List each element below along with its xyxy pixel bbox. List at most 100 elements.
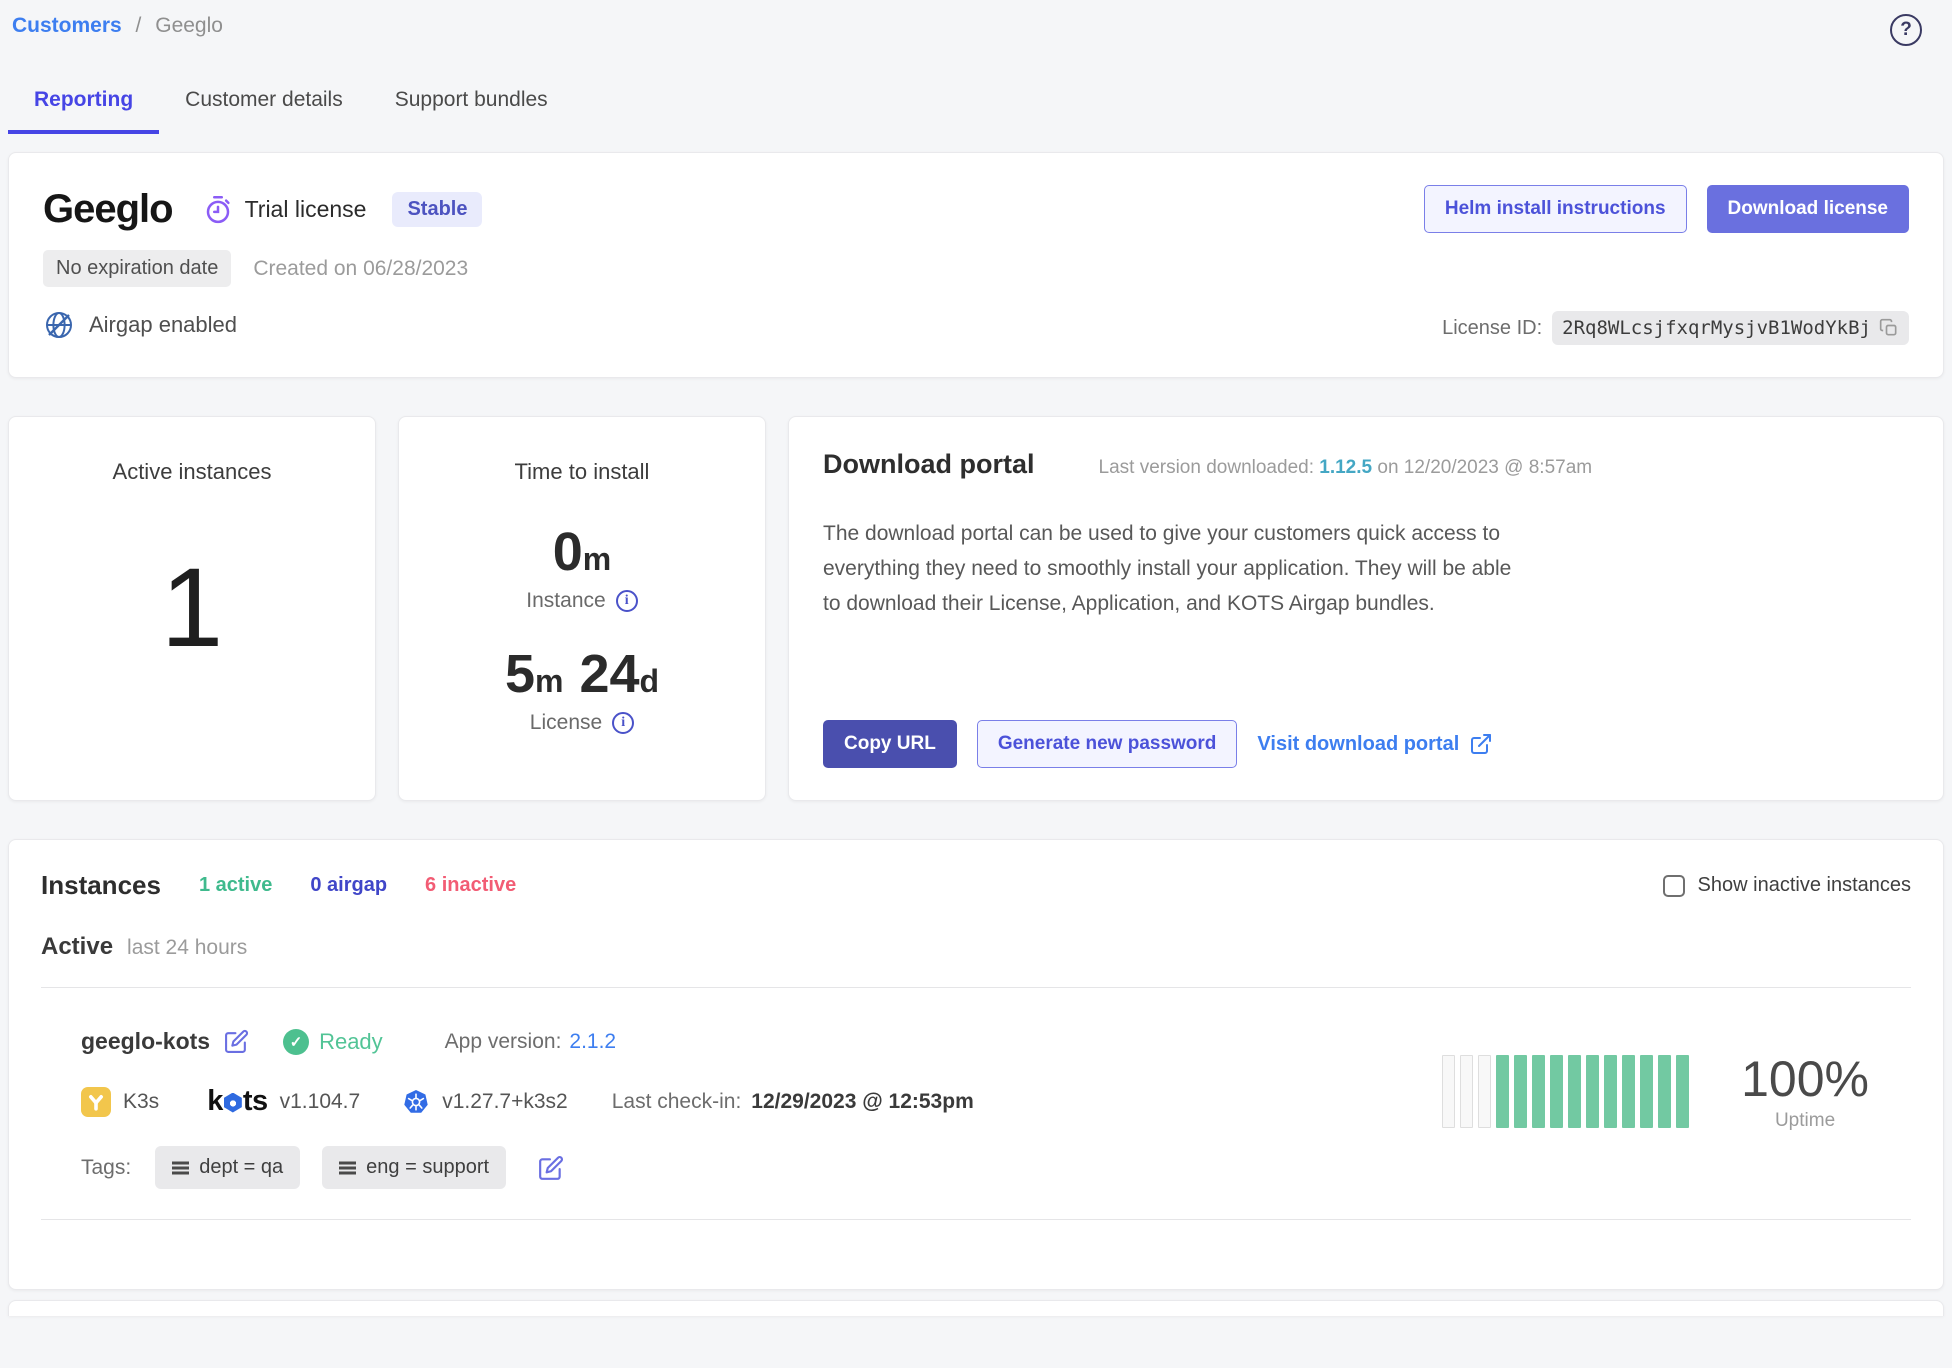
uptime-bar-up [1622, 1054, 1636, 1128]
active-section-header: Active last 24 hours [41, 933, 1911, 961]
uptime-bar-up [1550, 1054, 1564, 1128]
instance-install-time: 0m [399, 521, 765, 583]
license-time-unit-2: d [639, 663, 660, 699]
visit-download-portal-link[interactable]: Visit download portal [1257, 732, 1493, 756]
uptime-bar-empty [1478, 1054, 1492, 1128]
active-instances-card: Active instances 1 [8, 416, 376, 801]
show-inactive-checkbox[interactable] [1662, 874, 1685, 897]
active-count: 1 active [198, 874, 273, 896]
k3s-icon [81, 1086, 111, 1117]
uptime-bar-up [1568, 1054, 1582, 1128]
info-icon[interactable]: i [612, 712, 635, 734]
license-time-label: License [529, 711, 603, 734]
tab-reporting[interactable]: Reporting [8, 88, 160, 134]
breadcrumb-current: Geeglo [155, 14, 223, 37]
last-checkin-value: 12/29/2023 @ 12:53pm [751, 1089, 974, 1113]
instance-title-line: geeglo-kots ✓ Ready App version: 2.1.2 [81, 1028, 1871, 1055]
check-circle-icon: ✓ [283, 1028, 310, 1055]
instance-time-label: Instance [526, 589, 606, 612]
download-portal-card: Download portal Last version downloaded:… [788, 416, 1944, 801]
license-id-label: License ID: [1442, 316, 1543, 339]
license-time-label-row: License i [399, 711, 765, 735]
time-to-install-title: Time to install [514, 459, 650, 484]
edit-instance-name-icon[interactable] [224, 1029, 249, 1054]
instance-name: geeglo-kots [81, 1028, 211, 1054]
uptime-bars [1442, 1054, 1690, 1128]
divider [41, 987, 1911, 988]
instance-time-unit: m [582, 541, 612, 577]
breadcrumb-customers-link[interactable]: Customers [12, 14, 122, 37]
last-checkin: Last check-in: 12/29/2023 @ 12:53pm [612, 1090, 974, 1114]
app-version-link[interactable]: 2.1.2 [569, 1029, 617, 1053]
kots-logo-o-icon [223, 1092, 242, 1113]
tab-support-bundles[interactable]: Support bundles [394, 88, 548, 111]
tag-label: eng = support [366, 1156, 490, 1178]
divider [41, 1219, 1911, 1220]
app-version-label: App version: [444, 1029, 562, 1053]
tag-label: dept = qa [199, 1156, 284, 1178]
generate-new-password-button[interactable]: Generate new password [976, 720, 1238, 768]
instance-status: ✓ Ready [283, 1028, 383, 1055]
edit-tags-icon[interactable] [538, 1155, 564, 1181]
helm-install-instructions-button[interactable]: Helm install instructions [1423, 185, 1687, 233]
license-time-unit-1: m [534, 663, 564, 699]
external-link-icon [1469, 732, 1493, 756]
kubernetes-version: v1.27.7+k3s2 [442, 1089, 568, 1113]
uptime-bar-up [1532, 1054, 1546, 1128]
last-version-suffix: on 12/20/2023 @ 8:57am [1372, 457, 1593, 478]
tags-label: Tags: [81, 1155, 132, 1179]
instance-row: geeglo-kots ✓ Ready App version: 2.1.2 [41, 988, 1911, 1189]
help-icon[interactable]: ? [1890, 14, 1922, 46]
download-portal-description: The download portal can be used to give … [823, 522, 1512, 615]
license-id-row: License ID: 2Rq8WLcsjfxqrMysjvB1WodYkBj [1442, 311, 1909, 345]
license-id-text: 2Rq8WLcsjfxqrMysjvB1WodYkBj [1562, 317, 1871, 339]
instance-status-label: Ready [319, 1028, 383, 1054]
uptime-block: 100% Uptime [1442, 1050, 1869, 1132]
kots-version: v1.104.7 [279, 1089, 361, 1113]
last-version-downloaded: Last version downloaded: 1.12.5 on 12/20… [1099, 457, 1593, 479]
license-time-value-2: 24 [579, 644, 640, 704]
show-inactive-toggle[interactable]: Show inactive instances [1662, 874, 1911, 897]
breadcrumb: Customers / Geeglo [12, 14, 223, 38]
instance-detail-line: K3s k ts v1.104.7 [81, 1085, 1871, 1118]
airgap-globe-icon [43, 309, 75, 341]
visit-download-portal-label: Visit download portal [1257, 732, 1460, 755]
uptime-summary: 100% Uptime [1741, 1050, 1869, 1132]
uptime-bar-up [1640, 1054, 1654, 1128]
inactive-count: 6 inactive [425, 874, 517, 896]
kubernetes-version-chip: v1.27.7+k3s2 [402, 1088, 568, 1116]
instances-title: Instances [41, 870, 161, 900]
uptime-bar-up [1586, 1054, 1600, 1128]
uptime-bar-empty [1460, 1054, 1474, 1128]
last-version-prefix: Last version downloaded: [1098, 457, 1320, 478]
active-instances-value: 1 [160, 545, 224, 670]
license-summary-card: Geeglo Trial license Stable Helm install… [8, 152, 1944, 378]
tab-customer-details[interactable]: Customer details [185, 88, 343, 111]
tag-chip: eng = support [322, 1146, 507, 1189]
download-portal-actions: Copy URL Generate new password Visit dow… [823, 720, 1493, 768]
info-icon[interactable]: i [615, 590, 638, 612]
timer-icon [203, 195, 233, 225]
instance-tags-line: Tags: dept = qa eng = suppo [81, 1146, 1871, 1189]
show-inactive-label: Show inactive instances [1697, 874, 1911, 896]
download-license-button[interactable]: Download license [1706, 185, 1909, 233]
license-id-value: 2Rq8WLcsjfxqrMysjvB1WodYkBj [1552, 311, 1909, 345]
license-type: Trial license [203, 195, 367, 225]
channel-badge: Stable [392, 192, 483, 227]
customer-name: Geeglo [43, 187, 174, 231]
copy-icon[interactable] [1879, 318, 1899, 338]
last-version-link[interactable]: 1.12.5 [1319, 457, 1373, 478]
uptime-bar-up [1496, 1054, 1510, 1128]
download-portal-title: Download portal [823, 449, 1035, 479]
license-type-label: Trial license [244, 196, 367, 222]
instance-time-label-row: Instance i [399, 589, 765, 613]
copy-url-button[interactable]: Copy URL [823, 720, 957, 768]
license-actions: Helm install instructions Download licen… [1423, 185, 1909, 233]
breadcrumb-separator: / [135, 14, 142, 37]
stats-row: Active instances 1 Time to install 0m In… [8, 416, 1944, 801]
uptime-bar-empty [1442, 1054, 1456, 1128]
next-card-partial [8, 1300, 1944, 1316]
top-bar: Customers / Geeglo ? [8, 14, 1944, 46]
expiration-badge: No expiration date [43, 250, 232, 287]
